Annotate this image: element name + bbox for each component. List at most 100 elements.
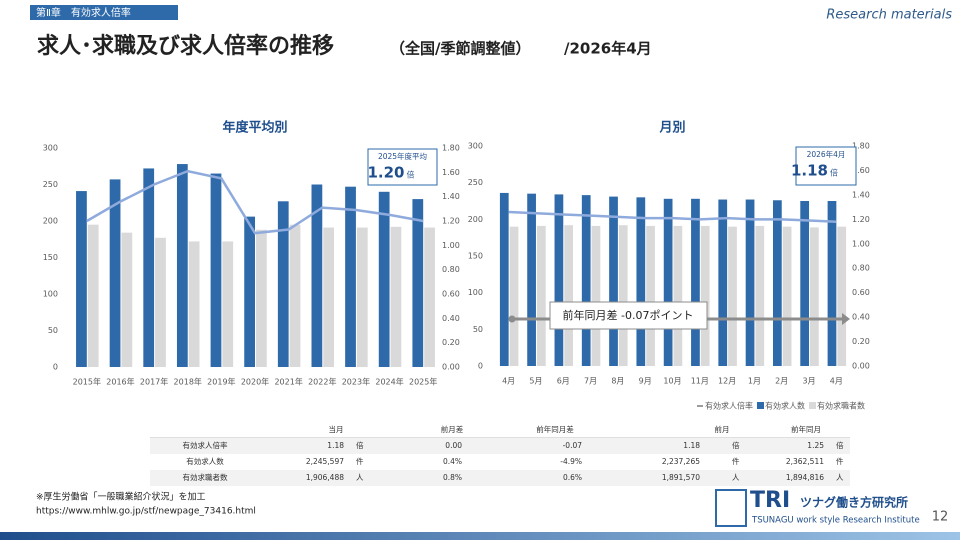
table-cell: 0.4% [443, 457, 462, 466]
url: https://www.mhlw.go.jp/stf/newpage_73416… [36, 507, 256, 517]
note-unit: 倍 [407, 170, 415, 180]
chapter: 第Ⅱ章 有効求人倍率 [36, 6, 131, 19]
table-cell: 1,906,488 [306, 473, 344, 482]
note-label: 2025年度平均 [378, 151, 427, 161]
note-value: 1.20 [367, 164, 404, 182]
bar [728, 226, 737, 366]
bar [323, 227, 335, 367]
table-header: 当月 [329, 424, 344, 434]
bar [109, 179, 121, 367]
bar [827, 201, 837, 366]
x-tick-label: 10月 [663, 377, 681, 386]
y2-tick-label: 1.60 [852, 166, 870, 175]
note-label: 2026年4月 [807, 149, 846, 159]
bar [663, 198, 673, 366]
x-tick-label: 8月 [611, 377, 624, 386]
bar [673, 225, 683, 366]
y-tick-label: 300 [468, 142, 483, 151]
y2-tick-label: 0.20 [442, 338, 460, 347]
bar [256, 229, 267, 367]
bar [591, 225, 601, 366]
table-cell: -4.9% [560, 457, 582, 466]
bar [509, 226, 519, 366]
title-date: /2026年4月 [564, 40, 652, 58]
table-cell: 有効求人倍率 [183, 440, 228, 450]
bar [210, 173, 222, 367]
y2-tick-label: 1.80 [442, 144, 460, 153]
bar [527, 193, 536, 366]
y-tick-label: 150 [468, 252, 483, 261]
table-stripe [150, 470, 850, 486]
x-tick-label: 2月 [775, 377, 788, 386]
bar [143, 168, 155, 367]
bar [745, 199, 755, 366]
x-tick-label: 2018年 [174, 377, 202, 387]
bar [691, 198, 700, 366]
table-header: 前月差 [441, 424, 464, 434]
y2-tick-label: 1.60 [442, 168, 460, 177]
table-cell: 1,891,570 [662, 473, 700, 482]
y2-tick-label: 0.80 [442, 265, 460, 274]
annotation: 前年同月差 -0.07ポイント [563, 308, 694, 322]
y-tick-label: 150 [43, 253, 58, 262]
bar [155, 237, 166, 367]
table-cell: 件 [836, 456, 844, 466]
bar [244, 216, 255, 367]
arrow-dot [508, 315, 516, 323]
y2-tick-label: 0.60 [852, 288, 870, 297]
x-tick-label: 1月 [748, 377, 761, 386]
bar [609, 196, 618, 366]
chart-title: 年度平均別 [222, 120, 287, 136]
table-header: 前月 [715, 424, 730, 434]
bar [581, 195, 591, 366]
table-header: 前年同月差 [536, 424, 574, 434]
table-cell: 1,894,816 [786, 473, 824, 482]
bar [356, 227, 368, 367]
table-header: 前年同月 [791, 424, 821, 434]
page-number: 12 [932, 510, 949, 525]
table-cell: 0.6% [563, 473, 582, 482]
y-tick-label: 250 [43, 180, 58, 189]
table-cell: 人 [732, 473, 740, 482]
table-cell: 人 [836, 473, 844, 482]
y2-tick-label: 0.00 [852, 362, 870, 371]
legend-swatch [757, 402, 764, 409]
bar [837, 226, 847, 366]
y2-tick-label: 1.80 [852, 142, 870, 151]
table-stripe [150, 438, 850, 454]
note-unit: 倍 [830, 168, 838, 178]
x-tick-label: 11月 [691, 377, 709, 386]
bar [345, 186, 356, 367]
x-tick-label: 2019年 [207, 377, 235, 387]
table-cell: 2,237,265 [662, 457, 700, 466]
bar [311, 184, 323, 367]
x-tick-label: 4月 [830, 377, 843, 386]
x-tick-label: 2024年 [375, 377, 403, 387]
y2-tick-label: 1.40 [852, 190, 870, 199]
bar [277, 201, 289, 367]
table-cell: 有効求職者数 [183, 472, 228, 482]
y-tick-label: 200 [43, 217, 58, 226]
table-cell: 0.8% [443, 473, 462, 482]
x-tick-label: 4月 [502, 377, 515, 386]
logo: TRI [750, 488, 790, 513]
bar [636, 197, 646, 366]
org: ツナグ働き方研究所 [800, 495, 908, 510]
bar [412, 199, 424, 367]
x-tick-label: 12月 [718, 377, 736, 386]
bar [176, 164, 188, 367]
table-cell: 倍 [836, 440, 844, 450]
bar [121, 232, 133, 367]
table-cell: 人 [356, 473, 364, 482]
bar [755, 225, 765, 366]
source: ※厚生労働省「一般職業紹介状況」を加工 [36, 491, 206, 503]
bar [772, 200, 782, 366]
logo-icon [715, 489, 747, 527]
bar [536, 225, 546, 366]
y2-tick-label: 1.00 [852, 239, 870, 248]
arrow-head [842, 313, 850, 325]
y-tick-label: 100 [468, 288, 483, 297]
y-tick-label: 50 [473, 325, 483, 334]
bar [289, 224, 301, 367]
line [508, 210, 837, 224]
